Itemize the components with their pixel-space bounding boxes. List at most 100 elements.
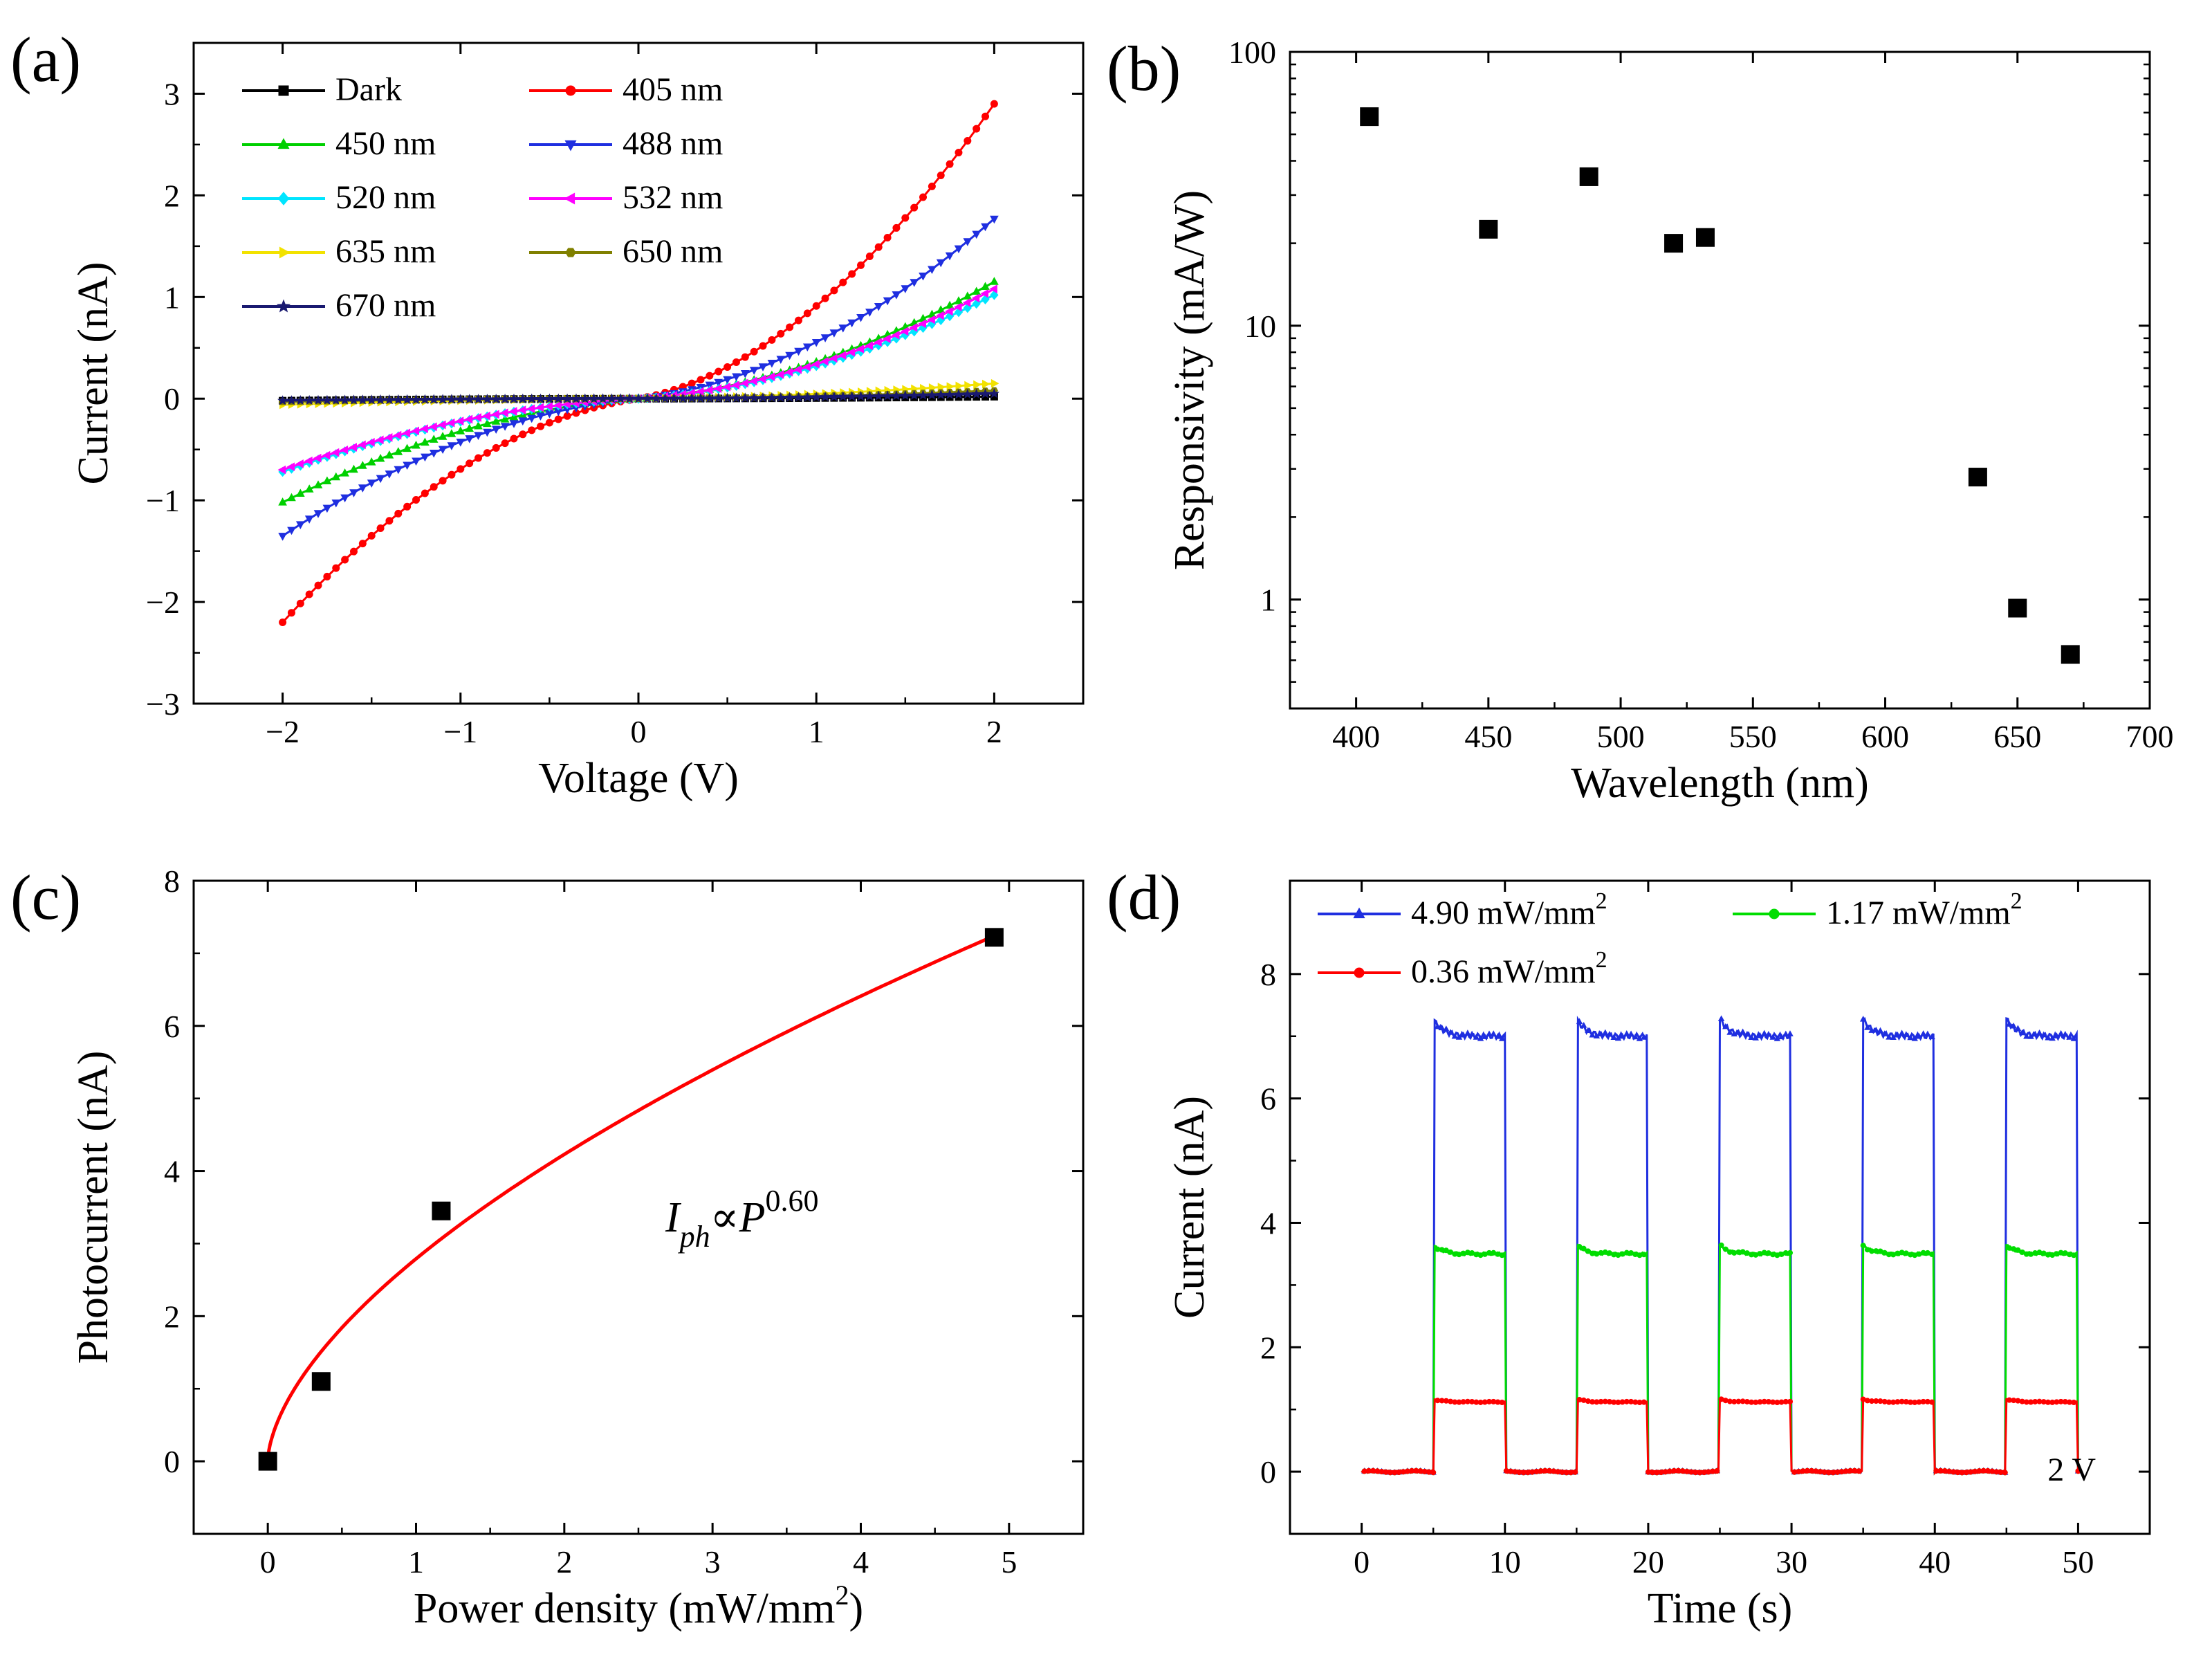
data-point [2045, 1034, 2052, 1041]
legend-label: 670 nm [335, 287, 436, 324]
data-point [688, 379, 696, 387]
panel-label: (c) [10, 862, 81, 933]
data-point [473, 413, 481, 422]
data-point [839, 278, 847, 286]
data-point [580, 393, 591, 403]
data-point [830, 286, 838, 295]
series-2 [1361, 1396, 2081, 1476]
x-axis-label: Voltage (V) [538, 755, 739, 802]
data-point [1787, 1030, 1794, 1036]
data-point [945, 306, 953, 316]
legend-marker [564, 192, 575, 205]
data-point [1877, 1027, 1884, 1034]
data-point [492, 443, 500, 452]
data-point [917, 390, 929, 400]
legend-label-sup: 2 [1596, 888, 1607, 914]
data-point [838, 324, 848, 333]
data-point [279, 618, 287, 626]
data-point [464, 394, 475, 404]
data-point [447, 429, 457, 437]
data-point [856, 345, 864, 354]
data-point [402, 394, 413, 405]
data-point [394, 466, 403, 475]
data-point [668, 393, 679, 403]
data-point [1860, 1243, 1866, 1249]
data-point [677, 392, 688, 403]
data-point [1579, 167, 1598, 186]
data-point [403, 502, 412, 511]
data-point [793, 392, 804, 402]
x-tick-label: 2 [556, 1544, 572, 1580]
data-point [474, 432, 483, 440]
data-point [322, 450, 331, 460]
data-point [874, 303, 883, 311]
data-point [340, 468, 349, 477]
data-points [258, 928, 1004, 1471]
data-point [633, 393, 644, 403]
data-point [802, 343, 812, 352]
data-point [2014, 1025, 2022, 1031]
data-point [990, 277, 999, 285]
data-point [1756, 1032, 1764, 1038]
data-point [811, 391, 822, 402]
data-point [437, 394, 448, 404]
data-point [304, 515, 314, 524]
data-point [1641, 1252, 1647, 1258]
data-point [766, 372, 775, 381]
data-point [1434, 1023, 1441, 1029]
data-point [439, 477, 447, 485]
data-point [1606, 1030, 1613, 1037]
data-point [963, 291, 973, 300]
data-point [313, 453, 322, 463]
data-point [358, 440, 366, 450]
y-tick-label: 0 [164, 1444, 180, 1479]
data-point [1477, 1035, 1484, 1041]
legend-label: Dark [335, 71, 402, 108]
data-point [1787, 1250, 1794, 1256]
data-point [258, 1452, 277, 1471]
legend-marker [278, 85, 289, 96]
data-point [314, 581, 322, 589]
data-point [393, 394, 404, 405]
annotation-symbol: ∝ [710, 1194, 739, 1241]
data-point [2062, 1030, 2069, 1037]
data-point [1769, 1034, 1776, 1040]
data-point [384, 433, 393, 442]
data-point [713, 384, 722, 393]
data-point [1430, 1470, 1437, 1476]
x-axis-label-text: Time (s) [1648, 1585, 1793, 1632]
y-tick-label: 100 [1228, 35, 1276, 70]
data-point [571, 393, 582, 403]
data-point [706, 372, 714, 380]
data-point [499, 393, 510, 404]
data-point [375, 394, 386, 405]
panel-b-responsivity: 400 450 500 550 600 650 700 1 10 100 Wavelength (n… [1107, 33, 2174, 807]
data-point [856, 314, 865, 322]
data-point [739, 392, 750, 403]
data-point [882, 390, 893, 401]
data-point [1494, 1033, 1502, 1039]
data-point [483, 449, 491, 457]
y-tick-label: 6 [1260, 1081, 1276, 1117]
data-point [491, 417, 501, 425]
data-point [973, 125, 981, 133]
data-point [296, 599, 304, 607]
x-axis-label-text: Voltage (V) [538, 755, 739, 802]
data-point [927, 315, 935, 324]
data-point [1717, 1015, 1725, 1021]
x-tick-label: 1 [809, 714, 824, 749]
y-axis-label: Photocurrent (nA) [70, 1051, 117, 1364]
legend-label: 532 nm [623, 179, 723, 216]
data-point [528, 426, 536, 434]
data-point [1872, 1026, 1880, 1033]
legend-label-sup: 2 [1596, 947, 1607, 973]
data-point [491, 425, 501, 434]
data-point [589, 393, 600, 403]
data-point [349, 489, 358, 497]
data-point [304, 484, 314, 493]
data-point [794, 347, 803, 356]
panel-d-time-response: 0 10 20 30 40 50 0 2 4 6 8 Time (s) Current (nA) (d) 4… [1107, 862, 2151, 1632]
data-point [402, 428, 411, 438]
data-point [536, 412, 545, 421]
data-point [695, 387, 704, 396]
